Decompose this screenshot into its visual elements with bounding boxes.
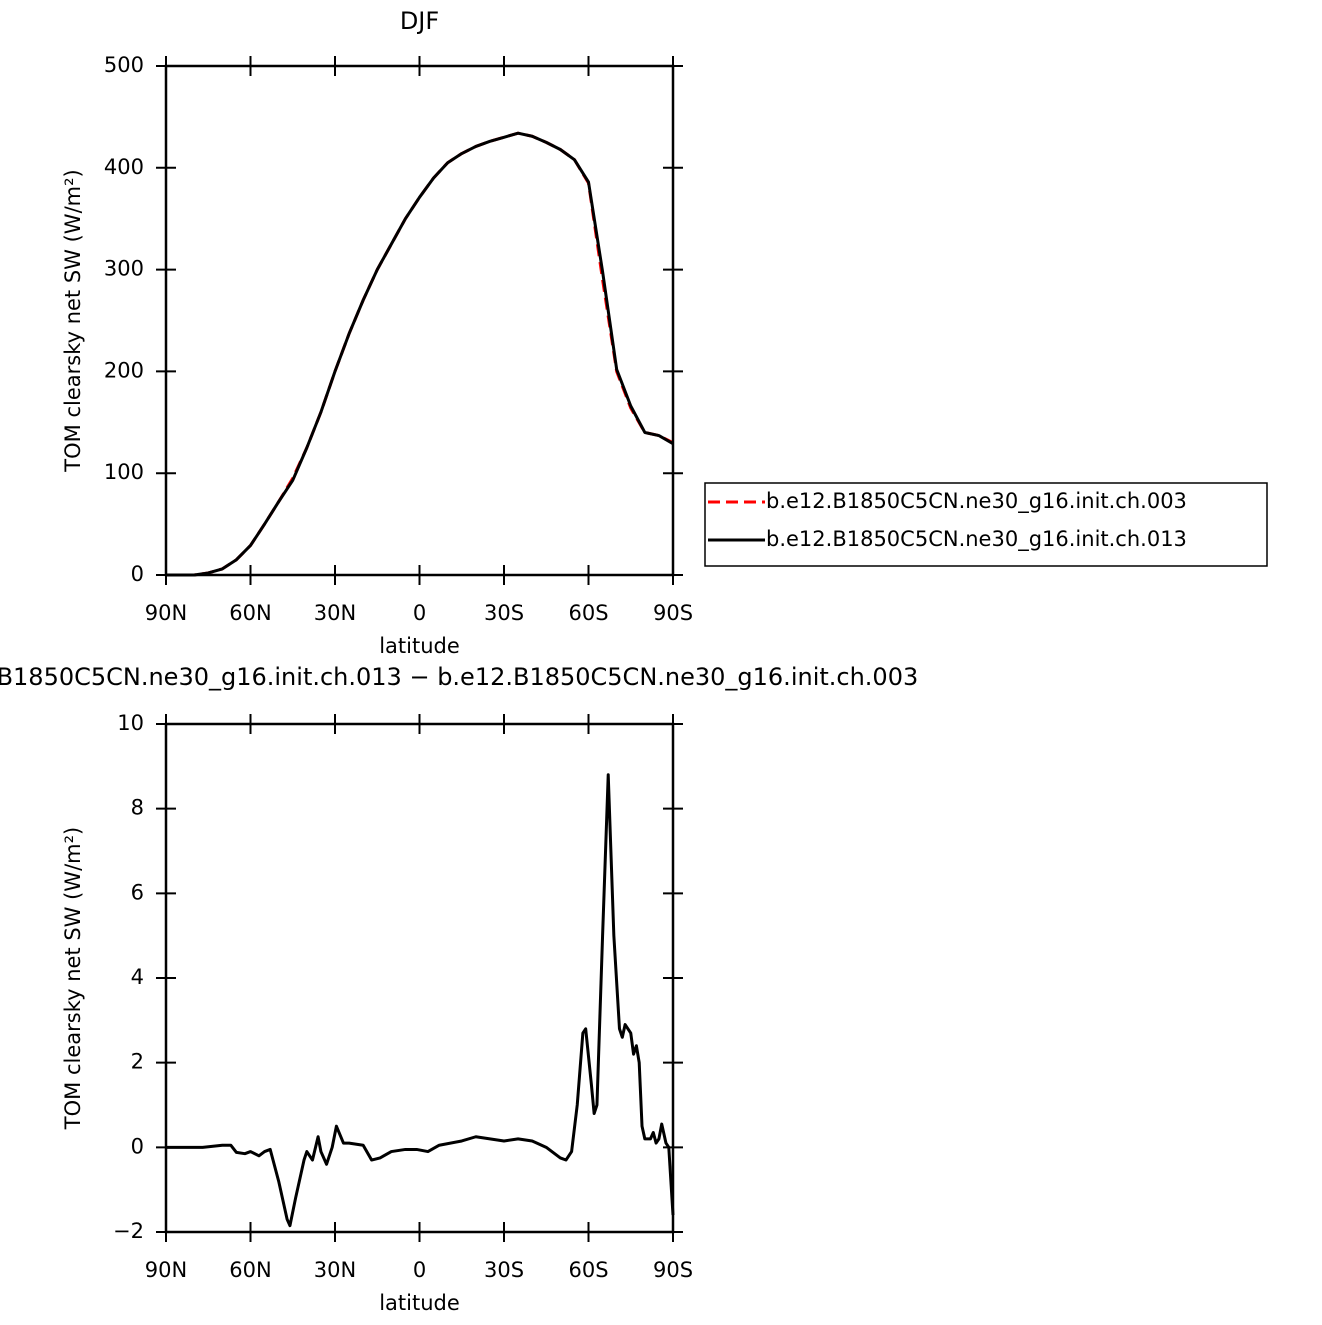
y-tick-label: 4 — [131, 965, 144, 989]
y-tick-label: 400 — [104, 155, 144, 179]
x-tick-label: 30N — [314, 1258, 356, 1282]
y-tick-label: 100 — [104, 460, 144, 484]
chart-title: b.e12.B1850C5CN.ne30_g16.init.ch.013 − b… — [0, 663, 918, 691]
data-line — [166, 773, 675, 1228]
y-tick-label: 0 — [131, 562, 144, 586]
y-axis-label: TOM clearsky net SW (W/m²) — [61, 169, 85, 472]
x-tick-label: 0 — [413, 601, 426, 625]
y-tick-label: 10 — [117, 711, 144, 735]
y-tick-label: 2 — [131, 1050, 144, 1074]
legend-label: b.e12.B1850C5CN.ne30_g16.init.ch.003 — [766, 489, 1187, 514]
data-line — [166, 131, 674, 577]
plot-frame — [164, 722, 675, 1234]
x-tick-label: 60N — [229, 601, 271, 625]
y-axis-label: TOM clearsky net SW (W/m²) — [61, 827, 85, 1130]
plot-frame — [164, 64, 675, 577]
x-tick-label: 60S — [568, 1258, 608, 1282]
x-axis-label: latitude — [379, 1291, 460, 1315]
y-tick-label: 500 — [104, 53, 144, 77]
x-tick-label: 30S — [484, 1258, 524, 1282]
x-tick-label: 90S — [653, 1258, 693, 1282]
x-tick-label: 30S — [484, 601, 524, 625]
y-tick-label: 300 — [104, 257, 144, 281]
y-tick-label: 8 — [131, 796, 144, 820]
chart-title: DJF — [400, 7, 439, 35]
x-axis-label: latitude — [379, 634, 460, 658]
x-tick-label: 90S — [653, 601, 693, 625]
legend-label: b.e12.B1850C5CN.ne30_g16.init.ch.013 — [766, 527, 1187, 552]
y-tick-label: 0 — [131, 1134, 144, 1158]
legend-box — [704, 482, 1268, 567]
y-tick-label: 200 — [104, 358, 144, 382]
x-tick-label: 60N — [229, 1258, 271, 1282]
y-tick-label: 6 — [131, 880, 144, 904]
x-tick-label: 60S — [568, 601, 608, 625]
x-tick-label: 90N — [145, 1258, 187, 1282]
x-tick-label: 90N — [145, 601, 187, 625]
x-tick-label: 30N — [314, 601, 356, 625]
x-tick-label: 0 — [413, 1258, 426, 1282]
y-tick-label: −2 — [113, 1219, 144, 1243]
